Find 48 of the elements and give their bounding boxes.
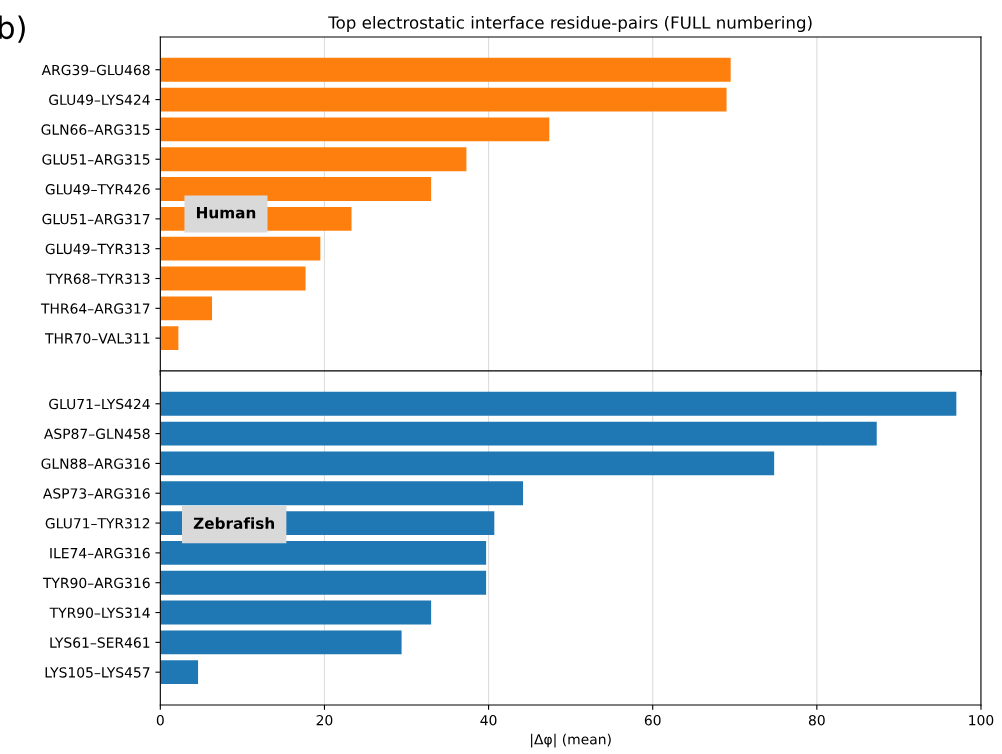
x-axis-title: |Δφ| (mean) bbox=[531, 733, 611, 748]
y-tick-label: TYR68–TYR313 bbox=[46, 273, 150, 284]
y-tick-label: TYR90–LYS314 bbox=[49, 607, 150, 619]
x-tick-label: 0 bbox=[156, 714, 164, 726]
chart-title: Top electrostatic interface residue-pairs (FULL numbering) bbox=[328, 15, 812, 33]
bar bbox=[160, 236, 321, 261]
bar bbox=[160, 177, 432, 201]
y-tick-label: ILE74–ARG316 bbox=[50, 547, 150, 559]
bar bbox=[160, 147, 467, 172]
y-tick-label: ARG39–GLU468 bbox=[41, 64, 150, 76]
y-tick-label: THR64–ARG317 bbox=[40, 303, 150, 314]
annotation: Zebrafish bbox=[193, 517, 275, 530]
x-tick-label: 100 bbox=[969, 714, 994, 726]
bar bbox=[160, 570, 487, 595]
y-tick-label: GLU49–TYR426 bbox=[45, 184, 150, 195]
y-tick-label: GLU49–LYS424 bbox=[49, 94, 150, 106]
y-tick-label: GLU49–TYR313 bbox=[45, 243, 150, 255]
y-tick-label: TYR90–ARG316 bbox=[42, 577, 150, 589]
x-tick-label: 80 bbox=[808, 714, 825, 726]
y-tick-label: GLU51–ARG315 bbox=[42, 154, 150, 165]
x-tick-label: 20 bbox=[316, 714, 333, 726]
bar bbox=[160, 600, 432, 625]
bar bbox=[160, 660, 199, 685]
y-tick-label: GLN88–ARG316 bbox=[41, 458, 150, 469]
x-tick-label: 40 bbox=[480, 714, 497, 726]
y-tick-label: ASP87–GLN458 bbox=[43, 428, 150, 440]
y-tick-label: GLU51–ARG317 bbox=[42, 213, 150, 225]
bar bbox=[160, 117, 550, 142]
bar bbox=[160, 481, 524, 506]
bar bbox=[160, 296, 213, 321]
bar bbox=[160, 266, 306, 291]
bar bbox=[160, 391, 957, 416]
bar bbox=[160, 421, 877, 446]
bar bbox=[160, 630, 402, 655]
y-tick-label: THR70–VAL311 bbox=[44, 333, 150, 344]
y-tick-label: GLU71–LYS424 bbox=[49, 398, 150, 410]
y-tick-label: LYS105–LYS457 bbox=[45, 667, 150, 678]
bar bbox=[160, 451, 775, 476]
bar bbox=[160, 87, 727, 112]
x-tick-label: 60 bbox=[644, 714, 661, 726]
bar bbox=[160, 326, 179, 351]
y-tick-label: ASP73–ARG316 bbox=[42, 488, 150, 499]
y-tick-label: GLU71–TYR312 bbox=[45, 518, 150, 529]
bar bbox=[160, 57, 731, 82]
y-tick-label: GLN66–ARG315 bbox=[41, 124, 150, 135]
y-tick-label: LYS61–SER461 bbox=[50, 637, 150, 648]
bar bbox=[160, 540, 487, 565]
annotation: Human bbox=[196, 207, 256, 219]
